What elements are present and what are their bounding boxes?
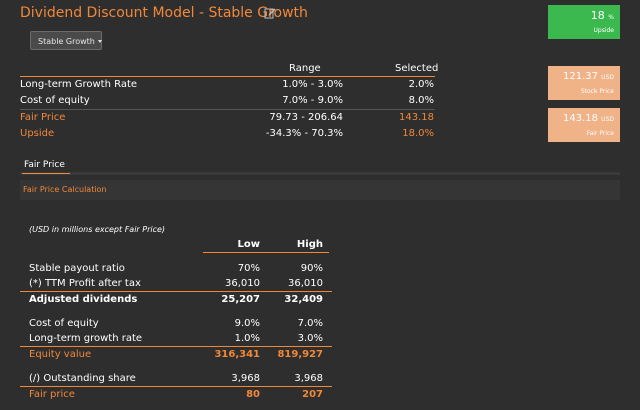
calc-row-low: 1.0% — [234, 333, 260, 344]
range-row-selected: 18.0% — [402, 128, 434, 139]
caret-down-icon — [97, 40, 102, 43]
col-header-selected: Selected — [395, 63, 439, 74]
calc-divider — [20, 386, 332, 387]
dropdown-label: Stable Growth — [38, 37, 95, 46]
range-row-range: 79.73 - 206.64 — [269, 112, 343, 123]
stock-price-card: 121.37 USD Stock Price — [548, 66, 620, 100]
range-row-label: Fair Price — [20, 112, 66, 123]
range-row-selected: 8.0% — [408, 95, 434, 106]
upside-card: 18 % Upside — [548, 5, 620, 39]
calc-row-label: Adjusted dividends — [29, 294, 138, 305]
stock-price-label: Stock Price — [580, 88, 614, 95]
range-row-range: 1.0% - 3.0% — [282, 79, 343, 90]
calc-row-high: 819,927 — [277, 349, 323, 360]
fair-price-value: 143.18 — [562, 113, 598, 124]
edit-icon[interactable] — [264, 7, 276, 19]
section-header: Fair Price Calculation — [20, 180, 620, 200]
calc-row-low: 36,010 — [225, 278, 260, 289]
calc-row-high: 7.0% — [297, 318, 323, 329]
calc-row-high: 36,010 — [288, 278, 323, 289]
calc-row-high: 207 — [302, 389, 323, 400]
units-note: (USD in millions except Fair Price) — [29, 225, 166, 234]
model-type-dropdown[interactable]: Stable Growth — [30, 31, 102, 50]
calc-divider — [20, 291, 332, 292]
calc-row-high: 3,968 — [294, 373, 323, 384]
page-title: Dividend Discount Model - Stable Growth — [20, 5, 308, 21]
range-row-label: Long-term Growth Rate — [20, 79, 138, 90]
calc-row-label: Stable payout ratio — [29, 263, 125, 274]
range-row-selected: 2.0% — [408, 79, 434, 90]
range-row-selected: 143.18 — [399, 112, 434, 123]
calc-row-high: 3.0% — [297, 333, 323, 344]
calc-row-label: Equity value — [29, 349, 92, 360]
fair-price-unit: USD — [601, 116, 614, 123]
stock-price-value: 121.37 — [562, 71, 598, 82]
calc-row-high: 32,409 — [284, 294, 323, 305]
calc-row-low: 70% — [237, 263, 260, 274]
col-header-range: Range — [289, 63, 321, 74]
range-row-range: -34.3% - 70.3% — [265, 128, 343, 139]
tab-bar — [20, 172, 620, 175]
upside-label: Upside — [593, 27, 615, 34]
calc-row-low: 9.0% — [234, 318, 260, 329]
calc-row-high: 90% — [300, 263, 323, 274]
calc-divider — [20, 346, 332, 347]
active-tab-indicator — [22, 173, 70, 174]
upside-value: 18 — [590, 9, 605, 22]
calc-row-low: 316,341 — [214, 349, 260, 360]
upside-unit: % — [608, 14, 614, 21]
calc-row-label: Long-term growth rate — [29, 333, 143, 344]
stock-price-unit: USD — [601, 74, 614, 81]
range-divider — [20, 109, 435, 110]
tab-fair-price[interactable]: Fair Price — [24, 160, 65, 170]
range-row-label: Cost of equity — [20, 95, 90, 106]
fair-price-label: Fair Price — [586, 130, 614, 137]
col-header-high: High — [296, 239, 323, 250]
range-row-range: 7.0% - 9.0% — [282, 95, 343, 106]
col-header-low: Low — [237, 239, 260, 250]
calc-row-label: (/) Outstanding share — [29, 373, 136, 384]
calc-row-label: Fair price — [29, 389, 75, 400]
range-row-label: Upside — [20, 128, 55, 139]
calc-header-divider — [203, 252, 329, 253]
calc-row-low: 80 — [246, 389, 260, 400]
calc-row-label: Cost of equity — [29, 318, 99, 329]
range-header-divider — [20, 76, 435, 77]
calc-row-low: 25,207 — [221, 294, 260, 305]
fair-price-card: 143.18 USD Fair Price — [548, 108, 620, 142]
section-title: Fair Price Calculation — [23, 185, 107, 194]
calc-row-low: 3,968 — [231, 373, 260, 384]
calc-row-label: (*) TTM Profit after tax — [29, 278, 141, 289]
